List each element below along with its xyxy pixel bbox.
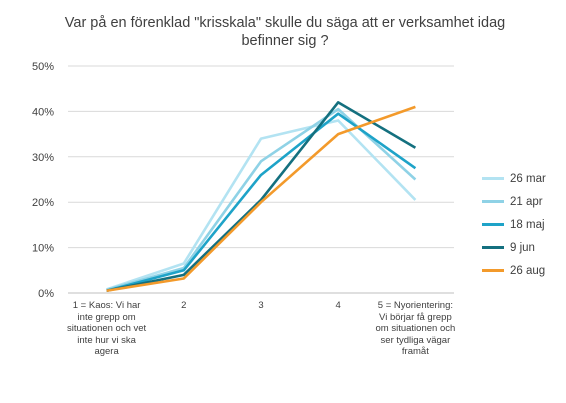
series-line-26-aug xyxy=(106,105,416,293)
legend: 26 mar 21 apr 18 maj 9 jun 26 aug xyxy=(482,167,546,282)
x-tick-label: 1 = Kaos: Vi har inte grepp om situation… xyxy=(66,300,147,357)
y-tick-label: 50% xyxy=(32,61,54,73)
legend-swatch xyxy=(482,177,504,180)
y-tick-label: 40% xyxy=(32,106,54,118)
y-tick-label: 10% xyxy=(32,243,54,255)
series-line-9-jun xyxy=(106,101,417,293)
legend-item: 26 mar xyxy=(482,167,546,190)
y-tick-label: 0% xyxy=(38,288,54,300)
x-tick-label: 2 xyxy=(181,300,187,311)
series-line-18-maj xyxy=(106,112,417,292)
legend-label: 21 apr xyxy=(510,195,543,208)
legend-label: 9 jun xyxy=(510,241,535,254)
y-tick-label: 30% xyxy=(32,152,54,164)
gridlines xyxy=(68,65,454,294)
y-axis-ticks: 0% 10% 20% 30% 40% 50% xyxy=(32,61,54,300)
legend-swatch xyxy=(482,269,504,272)
series-lines xyxy=(106,101,417,293)
legend-swatch xyxy=(482,200,504,203)
legend-swatch xyxy=(482,223,504,226)
x-tick-label: 3 xyxy=(258,300,264,311)
legend-label: 26 aug xyxy=(510,264,546,277)
chart-title: Var på en förenklad "krisskala" skulle d… xyxy=(64,15,506,49)
legend-item: 21 apr xyxy=(482,190,546,213)
legend-label: 26 mar xyxy=(510,172,546,185)
legend-item: 18 maj xyxy=(482,213,546,236)
x-tick-label: 5 = Nyorientering: Vi börjar få grepp om… xyxy=(375,300,456,357)
series-line-26-mar xyxy=(106,119,417,291)
x-tick-label: 4 xyxy=(335,300,341,311)
y-tick-label: 20% xyxy=(32,197,54,209)
legend-swatch xyxy=(482,246,504,249)
legend-item: 26 aug xyxy=(482,259,546,282)
legend-item: 9 jun xyxy=(482,236,546,259)
legend-label: 18 maj xyxy=(510,218,545,231)
